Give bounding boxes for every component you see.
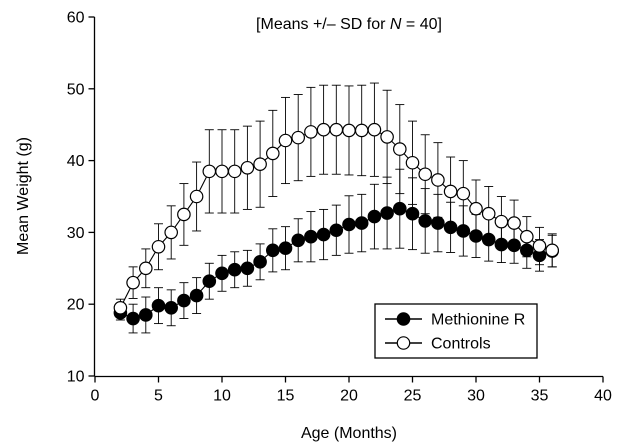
point-controls: [380, 130, 394, 144]
point-controls: [418, 167, 432, 182]
legend-entry-controls: Controls: [385, 336, 491, 353]
point-methionine: [431, 216, 445, 230]
point-methionine: [139, 308, 153, 322]
point-controls: [240, 160, 255, 175]
point-controls: [291, 130, 305, 145]
point-controls: [329, 122, 344, 137]
point-controls: [519, 229, 534, 244]
x-tick-label: 15: [277, 388, 295, 405]
point-methionine: [177, 293, 191, 308]
point-controls: [367, 122, 382, 137]
chart-annotation: [Means +/– SD for N = 40]: [256, 16, 442, 33]
x-tick-label: 5: [154, 388, 163, 405]
point-methionine: [304, 229, 318, 244]
point-controls: [354, 123, 369, 138]
point-methionine: [164, 300, 178, 315]
point-methionine: [443, 220, 458, 235]
point-methionine: [202, 274, 217, 289]
x-tick-label: 25: [404, 388, 422, 405]
legend-entry-methionine: Methionine R: [385, 312, 525, 329]
y-tick-label: 50: [67, 81, 85, 98]
point-methionine: [253, 255, 267, 269]
markers-layer: [113, 122, 559, 326]
point-methionine: [507, 238, 521, 253]
x-tick-label: 20: [340, 388, 358, 405]
point-methionine: [291, 233, 305, 248]
y-tick-label: 40: [67, 153, 85, 170]
point-methionine: [354, 216, 369, 230]
point-methionine: [392, 201, 407, 216]
point-methionine: [456, 224, 471, 238]
point-controls: [278, 133, 293, 148]
point-methionine: [494, 237, 509, 252]
point-controls: [469, 201, 483, 216]
point-controls: [304, 125, 318, 139]
legend-label-controls: Controls: [431, 336, 491, 353]
axes-layer: 0 5 10 15 20 25 30 35 40 10 20 30 40 50 60: [67, 10, 612, 405]
y-tick-label: 30: [67, 225, 85, 242]
point-controls: [316, 122, 331, 137]
point-controls: [494, 214, 509, 229]
x-tick-label: 40: [594, 388, 612, 405]
point-methionine: [265, 243, 280, 258]
legend-marker-controls: [396, 336, 411, 350]
point-methionine: [151, 298, 166, 313]
x-axis-title: Age (Months): [301, 425, 397, 442]
point-methionine: [189, 288, 204, 303]
annotation-suffix: = 40]: [401, 16, 441, 33]
point-methionine: [329, 223, 344, 238]
point-methionine: [215, 266, 229, 281]
point-controls: [532, 239, 547, 253]
point-controls: [202, 164, 217, 179]
point-controls: [126, 275, 140, 290]
point-controls: [227, 164, 242, 179]
point-controls: [164, 225, 178, 240]
point-methionine: [519, 243, 534, 258]
y-tick-label: 60: [67, 10, 85, 27]
point-controls: [443, 184, 458, 199]
point-controls: [177, 207, 191, 222]
point-controls: [342, 123, 356, 138]
x-tick-label: 0: [91, 388, 100, 405]
point-methionine: [126, 311, 140, 326]
point-controls: [405, 155, 420, 170]
point-controls: [507, 216, 521, 230]
point-controls: [215, 164, 229, 179]
point-methionine: [278, 241, 293, 255]
x-tick-label: 10: [213, 388, 231, 405]
y-tick-label: 10: [67, 369, 85, 386]
point-methionine: [469, 229, 483, 243]
point-controls: [253, 157, 267, 171]
point-controls: [431, 173, 445, 187]
point-methionine: [342, 217, 356, 232]
point-controls: [456, 186, 471, 201]
legend: Methionine R Controls: [374, 303, 538, 359]
y-tick-label: 20: [67, 297, 85, 314]
point-methionine: [418, 214, 432, 228]
point-controls: [189, 189, 204, 204]
point-controls: [151, 239, 166, 254]
point-controls: [545, 243, 559, 258]
point-controls: [139, 261, 153, 276]
point-methionine: [481, 232, 496, 247]
point-methionine: [367, 209, 382, 224]
point-methionine: [227, 262, 242, 277]
legend-marker-methionine: [396, 312, 411, 326]
point-controls: [113, 300, 128, 315]
point-controls: [392, 142, 407, 156]
x-tick-label: 35: [531, 388, 549, 405]
legend-label-methionine: Methionine R: [431, 312, 525, 329]
point-controls: [481, 206, 496, 221]
x-tick-label: 30: [467, 388, 485, 405]
point-controls: [265, 146, 280, 161]
point-methionine: [240, 261, 255, 276]
point-methionine: [316, 227, 331, 242]
y-axis-title: Mean Weight (g): [15, 137, 32, 255]
annotation-n-symbol: N: [390, 16, 402, 33]
annotation-prefix: [Means +/– SD for: [256, 16, 390, 33]
point-methionine: [405, 206, 420, 221]
point-methionine: [380, 206, 394, 220]
